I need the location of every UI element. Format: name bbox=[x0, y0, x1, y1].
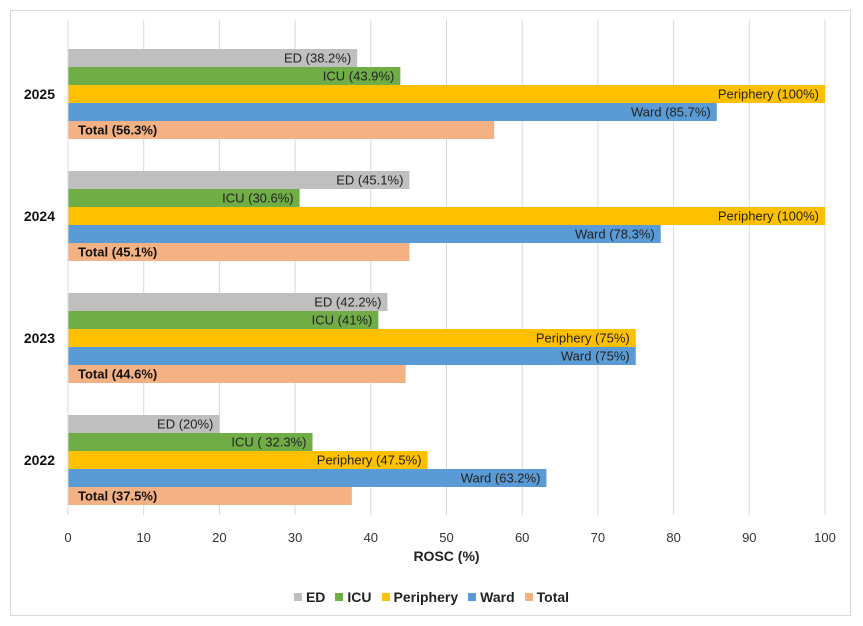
x-tick-label: 90 bbox=[742, 530, 756, 545]
bar-ward-2022 bbox=[68, 469, 547, 487]
x-tick-label: 40 bbox=[364, 530, 378, 545]
bar-periphery-2024 bbox=[68, 207, 825, 225]
data-label: ED (42.2%) bbox=[314, 295, 381, 310]
data-label: ICU ( 32.3%) bbox=[231, 435, 306, 450]
bar-ed-2025 bbox=[68, 49, 358, 67]
bar-icu-2023 bbox=[68, 311, 379, 329]
bar-ward-2023 bbox=[68, 347, 636, 365]
x-axis-title: ROSC (%) bbox=[413, 548, 480, 564]
bar-icu-2024 bbox=[68, 189, 300, 207]
bar-total-2024 bbox=[68, 243, 410, 261]
legend: ED ICU Periphery Ward Total bbox=[0, 589, 863, 605]
data-label: Ward (75%) bbox=[561, 349, 630, 364]
legend-item-icu: ICU bbox=[335, 589, 372, 605]
data-label: Total (45.1%) bbox=[78, 245, 157, 260]
data-label: Total (37.5%) bbox=[78, 489, 157, 504]
bar-total-2023 bbox=[68, 365, 406, 383]
data-label: ED (45.1%) bbox=[336, 173, 403, 188]
data-label: Periphery (75%) bbox=[536, 331, 630, 346]
data-label: Periphery (100%) bbox=[718, 87, 819, 102]
bar-periphery-2023 bbox=[68, 329, 636, 347]
legend-item-total: Total bbox=[524, 589, 570, 605]
y-category-label: 2023 bbox=[24, 330, 55, 346]
data-label: ED (38.2%) bbox=[284, 51, 351, 66]
x-tick-label: 60 bbox=[515, 530, 529, 545]
data-label: Ward (63.2%) bbox=[461, 471, 541, 486]
data-label: Total (44.6%) bbox=[78, 367, 157, 382]
x-tick-label: 0 bbox=[64, 530, 71, 545]
data-label: Periphery (100%) bbox=[718, 209, 819, 224]
data-label: ICU (43.9%) bbox=[323, 69, 395, 84]
data-label: ICU (41%) bbox=[312, 313, 373, 328]
x-tick-label: 20 bbox=[212, 530, 226, 545]
x-tick-label: 10 bbox=[136, 530, 150, 545]
x-tick-label: 50 bbox=[439, 530, 453, 545]
data-label: Total (56.3%) bbox=[78, 123, 157, 138]
x-tick-label: 70 bbox=[591, 530, 605, 545]
data-label: Ward (85.7%) bbox=[631, 105, 711, 120]
legend-swatch bbox=[468, 593, 477, 601]
legend-item-ed: ED bbox=[293, 589, 326, 605]
data-label: Ward (78.3%) bbox=[575, 227, 655, 242]
legend-item-periphery: Periphery bbox=[381, 589, 459, 605]
x-tick-label: 100 bbox=[814, 530, 836, 545]
y-category-label: 2024 bbox=[24, 208, 55, 224]
legend-label: Periphery bbox=[393, 589, 459, 605]
legend-label: ED bbox=[305, 589, 326, 605]
legend-swatch bbox=[335, 593, 344, 601]
y-category-label: 2022 bbox=[24, 452, 55, 468]
bar-ed-2022 bbox=[68, 415, 220, 433]
legend-item-ward: Ward bbox=[468, 589, 515, 605]
bar-ward-2024 bbox=[68, 225, 661, 243]
legend-label: ICU bbox=[347, 589, 372, 605]
data-label: ICU (30.6%) bbox=[222, 191, 294, 206]
data-label: ED (20%) bbox=[157, 417, 213, 432]
bar-ed-2024 bbox=[68, 171, 410, 189]
chart-frame bbox=[10, 10, 851, 616]
x-tick-label: 80 bbox=[666, 530, 680, 545]
y-category-label: 2025 bbox=[24, 86, 55, 102]
data-label: Periphery (47.5%) bbox=[317, 453, 422, 468]
bar-total-2025 bbox=[68, 121, 495, 139]
legend-swatch bbox=[381, 593, 390, 601]
legend-label: Ward bbox=[480, 589, 515, 605]
legend-label: Total bbox=[536, 589, 570, 605]
bar-periphery-2025 bbox=[68, 85, 825, 103]
bar-periphery-2022 bbox=[68, 451, 428, 469]
bar-ward-2025 bbox=[68, 103, 717, 121]
bar-icu-2025 bbox=[68, 67, 401, 85]
legend-swatch bbox=[293, 593, 302, 601]
bar-ed-2023 bbox=[68, 293, 388, 311]
bar-icu-2022 bbox=[68, 433, 313, 451]
x-tick-label: 30 bbox=[288, 530, 302, 545]
bar-total-2022 bbox=[68, 487, 352, 505]
legend-swatch bbox=[524, 593, 533, 601]
